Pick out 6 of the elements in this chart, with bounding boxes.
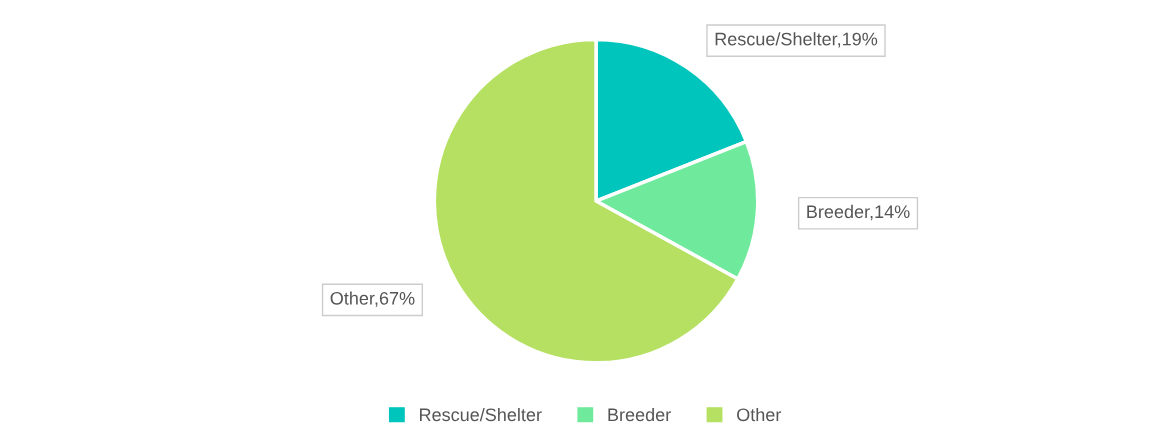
legend-label: Breeder	[608, 407, 671, 422]
legend-label: Other	[737, 407, 782, 422]
data-label: Other,67%	[330, 291, 415, 307]
data-label: Rescue/Shelter,19%	[715, 32, 878, 48]
data-label: Breeder,14%	[807, 204, 910, 221]
legend-label: Rescue/Shelter	[420, 407, 542, 422]
